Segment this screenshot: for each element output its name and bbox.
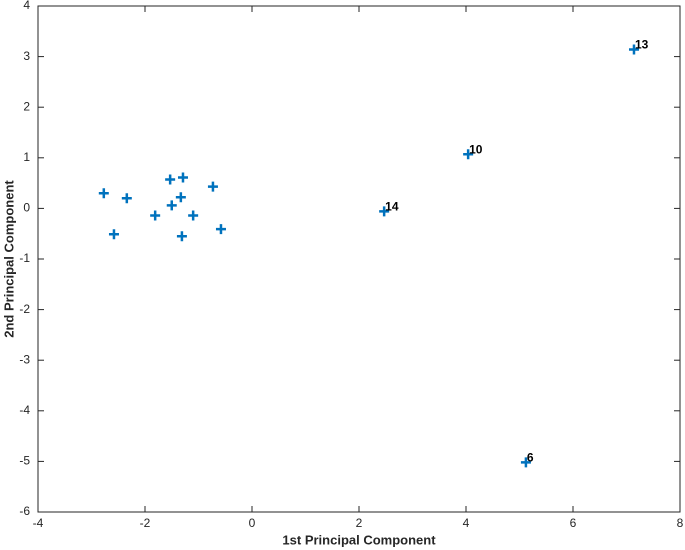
point: [463, 149, 474, 160]
point: [207, 181, 218, 192]
point: [121, 193, 132, 204]
y-axis-title: 2nd Principal Component: [1, 180, 16, 338]
point-label: 13: [635, 38, 649, 52]
y-tick-label: -1: [19, 251, 30, 265]
point-label: 10: [469, 142, 483, 156]
point: [98, 188, 109, 199]
x-tick-label: 6: [570, 516, 577, 530]
plot-frame: [37, 5, 681, 513]
point: [176, 231, 187, 242]
point: [165, 174, 176, 185]
y-tick-label: 1: [23, 150, 30, 164]
x-tick-label: -2: [140, 516, 151, 530]
point-label: 14: [385, 200, 399, 214]
x-tick-label: 8: [677, 516, 684, 530]
point: [188, 210, 199, 221]
y-tick-label: -4: [19, 403, 30, 417]
x-tick-label: 2: [356, 516, 363, 530]
point: [215, 224, 226, 235]
x-tick-label: 0: [249, 516, 256, 530]
y-tick-label: 0: [23, 201, 30, 215]
x-axis-title: 1st Principal Component: [282, 532, 436, 547]
point: [150, 210, 161, 221]
x-tick-label: 4: [463, 516, 470, 530]
y-tick-label: 3: [23, 49, 30, 63]
point: [166, 200, 177, 211]
point: [520, 457, 531, 468]
point: [175, 192, 186, 203]
x-tick-label: -4: [33, 516, 44, 530]
point: [379, 206, 390, 217]
point-label: 6: [527, 451, 534, 465]
y-tick-label: -2: [19, 302, 30, 316]
y-tick-label: 2: [23, 99, 30, 113]
y-tick-label: -5: [19, 454, 30, 468]
y-tick-label: -6: [19, 504, 30, 518]
y-tick-label: 4: [23, 0, 30, 12]
point: [628, 44, 639, 55]
point: [177, 172, 188, 183]
y-tick-label: -3: [19, 352, 30, 366]
point: [108, 229, 119, 240]
